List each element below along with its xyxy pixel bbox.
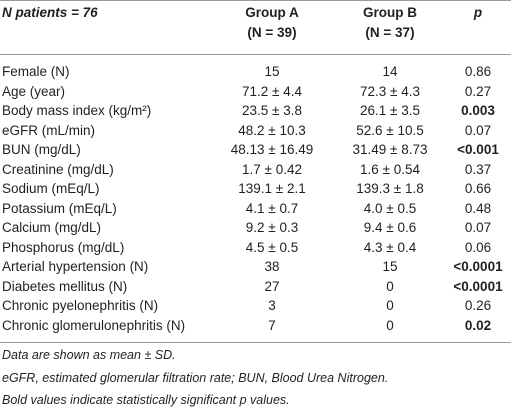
group-a-value: 48.2 ± 10.3 [238,122,306,138]
p-value: <0.0001 [453,259,503,274]
group-a-value: 1.7 ± 0.42 [242,161,302,177]
group-b-value: 0 [386,278,394,294]
group-a-value: 9.2 ± 0.3 [245,220,299,235]
header-rule [0,54,511,55]
group-a-value: 7 [268,317,276,333]
footnote: Data are shown as mean ± SD. [2,348,176,362]
row-label: BUN (mg/dL) [2,142,81,157]
group-b-value: 52.6 ± 10.5 [356,122,424,138]
row-label: eGFR (mL/min) [2,122,96,138]
group-a-value: 38 [264,259,280,274]
group-a-value: 71.2 ± 4.4 [242,83,302,99]
p-value: 0.37 [464,161,492,177]
p-value: 0.003 [461,103,495,118]
header-label: N patients = 76 [2,5,98,20]
top-rule [0,0,511,1]
group-a-value: 139.1 ± 2.1 [238,181,306,196]
p-value: 0.07 [464,220,492,235]
header-group-b-n: (N = 37) [365,25,415,40]
header-p: p [473,5,483,20]
group-b-value: 4.0 ± 0.5 [363,200,417,216]
row-label: Diabetes mellitus (N) [2,278,128,294]
header-group-a: Group A [245,5,299,20]
group-a-value: 3 [268,298,276,313]
row-label: Sodium (mEq/L) [2,181,100,196]
group-b-value: 139.3 ± 1.8 [356,181,424,196]
group-b-value: 0 [386,317,394,333]
row-label: Calcium (mg/dL) [2,220,102,235]
group-b-value: 0 [386,298,394,313]
header-group-a-n: (N = 39) [247,25,297,40]
group-a-value: 15 [264,64,280,79]
footnote: eGFR, estimated glomerular filtration ra… [2,370,389,385]
p-value: 0.26 [464,298,492,313]
p-value: <0.001 [457,142,499,157]
p-value: 0.27 [464,83,492,99]
group-a-value: 48.13 ± 16.49 [230,142,314,157]
group-b-value: 15 [382,259,398,274]
header-group-b: Group B [363,5,417,20]
group-b-value: 26.1 ± 3.5 [360,103,420,118]
p-value: 0.06 [464,239,492,255]
group-b-value: 9.4 ± 0.6 [363,220,417,235]
row-label: Age (year) [2,83,66,99]
p-value: 0.48 [464,200,492,216]
group-b-value: 4.3 ± 0.4 [363,239,417,255]
group-b-value: 1.6 ± 0.54 [360,161,420,177]
group-b-value: 72.3 ± 4.3 [360,83,420,99]
p-value: 0.66 [464,181,492,196]
row-label: Chronic pyelonephritis (N) [2,298,159,313]
row-label: Potassium (mEq/L) [2,200,117,216]
group-a-value: 27 [264,278,280,294]
group-b-value: 14 [382,64,398,79]
group-a-value: 4.1 ± 0.7 [245,200,299,216]
p-value: 0.02 [464,317,492,333]
row-label: Arterial hypertension (N) [2,259,149,274]
group-a-value: 23.5 ± 3.8 [242,103,302,118]
row-label: Female (N) [2,64,70,79]
group-b-value: 31.49 ± 8.73 [352,142,428,157]
p-value: 0.86 [464,64,492,79]
p-value: 0.07 [464,122,492,138]
row-label: Body mass index (kg/m²) [2,103,152,118]
row-label: Chronic glomerulonephritis (N) [2,317,186,333]
group-a-value: 4.5 ± 0.5 [245,239,299,255]
row-label: Creatinine (mg/dL) [2,161,114,177]
footnote: Bold values indicate statistically signi… [2,393,290,407]
p-value: <0.0001 [453,278,503,294]
bottom-rule [0,342,511,343]
row-label: Phosphorus (mg/dL) [2,239,125,255]
